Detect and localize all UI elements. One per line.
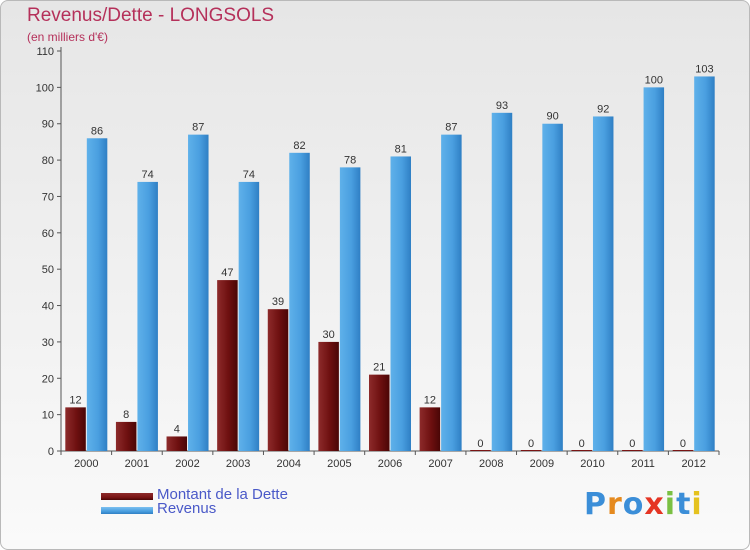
bar-revenus [441,134,462,452]
bar-dette [419,407,441,451]
data-label-revenus: 87 [445,122,457,134]
data-label-dette: 12 [424,394,436,406]
data-label-dette: 0 [579,438,585,450]
data-label-revenus: 100 [645,74,663,86]
data-label-dette: 0 [528,438,534,450]
logo-letter: o [622,487,645,522]
bar-dette [622,450,643,451]
bar-revenus [86,138,108,452]
bar-revenus [491,112,513,452]
bar-revenus [390,156,411,452]
data-label-revenus: 87 [192,122,204,134]
data-label-dette: 12 [69,394,81,406]
y-tick-label: 70 [42,191,54,203]
data-label-revenus: 103 [695,63,713,75]
data-label-revenus: 92 [597,103,609,115]
y-tick-label: 40 [42,301,54,313]
x-tick-label: 2004 [277,458,301,470]
data-label-revenus: 93 [496,100,508,112]
y-tick-label: 10 [42,410,54,422]
y-axis: 0 10 20 30 40 50 60 70 80 90 100 110 [36,46,62,458]
data-label-revenus: 86 [91,125,103,137]
y-tick-label: 50 [42,264,54,276]
x-tick-label: 2009 [530,458,554,470]
bar-revenus [137,181,158,451]
x-tick-label: 2008 [479,458,503,470]
bar-dette [65,407,86,451]
x-tick-label: 2000 [74,458,98,470]
chart-title: Revenus/Dette - LONGSOLS [27,5,275,26]
y-tick-label: 60 [42,228,54,240]
y-tick-label: 110 [36,46,54,58]
data-label-revenus: 90 [546,111,558,123]
bars-group [65,76,715,452]
x-tick-label: 2002 [175,458,199,470]
bar-revenus [339,167,361,451]
data-label-dette: 4 [174,423,180,435]
x-tick-label: 2010 [580,458,604,470]
logo-letter: t [676,487,692,522]
data-label-dette: 0 [477,438,483,450]
data-label-revenus: 82 [293,140,305,152]
data-label-revenus: 81 [395,143,407,155]
x-tick-label: 2001 [125,458,149,470]
x-tick-label: 2005 [327,458,351,470]
data-labels-group: 12 86 8 74 4 87 47 74 39 82 30 78 21 81 12 87 0 93 0 90 0 92 0… [69,63,713,450]
y-tick-label: 100 [36,82,54,94]
data-label-dette: 39 [272,296,284,308]
data-label-dette: 8 [123,409,129,421]
x-tick-label: 2007 [428,458,452,470]
bar-dette [470,450,491,451]
data-label-dette: 30 [323,329,335,341]
x-tick-label: 2012 [681,458,705,470]
bar-dette [267,309,289,451]
bar-dette [115,421,137,451]
y-tick-label: 0 [48,446,54,458]
bar-dette [672,450,694,451]
bar-dette [318,341,339,451]
chart-subtitle: (en milliers d'€) [27,30,108,44]
legend-swatch-revenus [101,507,153,514]
bar-revenus [289,152,310,451]
legend-label-revenus: Revenus [157,500,217,517]
bar-revenus [542,123,563,452]
bar-revenus [592,116,614,452]
logo-letter: i [691,487,703,522]
data-label-dette: 21 [373,362,385,374]
logo-letter: P [584,487,607,522]
y-tick-label: 20 [42,373,54,385]
bar-dette [217,280,238,451]
y-tick-label: 80 [42,155,54,167]
bar-revenus [643,87,665,451]
y-tick-label: 90 [42,119,54,131]
logo-letter: x [644,487,665,522]
data-label-revenus: 74 [243,169,255,181]
bar-dette [571,450,592,451]
x-axis: 2000 2001 2002 2003 2004 2005 2006 2007 2008 2009… [60,450,720,470]
data-label-dette: 0 [629,438,635,450]
bar-revenus [694,76,715,452]
logo-letter: i [664,487,677,522]
y-tick-label: 30 [42,337,54,349]
x-tick-label: 2003 [226,458,250,470]
legend-label-dette: Montant de la Dette [157,486,288,503]
data-label-revenus: 74 [142,169,154,181]
bar-dette [166,436,188,451]
bar-revenus [188,134,209,452]
data-label-dette: 0 [680,438,686,450]
bar-dette [520,450,542,451]
logo-letter: r [607,487,623,522]
x-tick-label: 2011 [631,458,655,470]
legend-swatch-dette [101,493,153,500]
bar-revenus [238,181,260,451]
bar-dette [369,374,390,451]
data-label-dette: 47 [221,267,233,279]
data-label-revenus: 78 [344,154,356,166]
proxiti-logo: Proxiti [584,487,703,522]
x-tick-label: 2006 [378,458,402,470]
